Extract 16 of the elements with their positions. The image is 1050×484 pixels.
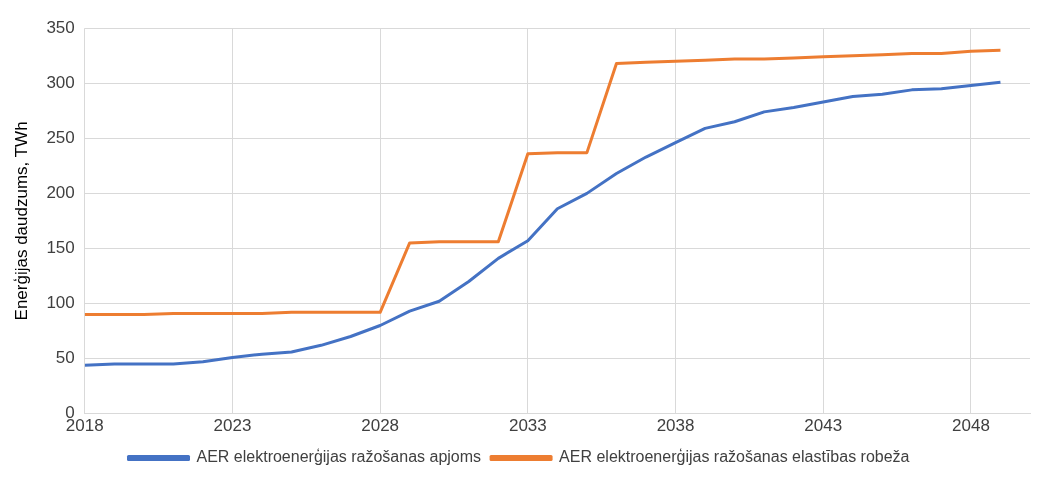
y-tick-label: 250: [46, 128, 75, 147]
legend-label: AER elektroenerģijas ražošanas elastības robeža: [559, 448, 910, 466]
y-tick-label: 350: [46, 17, 75, 37]
y-tick-label: 50: [55, 348, 75, 368]
legend-label: AER elektroenerģijas ražošanas apjoms: [196, 448, 482, 466]
y-axis-title: Enerģijas daudzums, TWh: [11, 121, 31, 321]
y-tick-label: 200: [46, 183, 75, 203]
x-tick-label: 2033: [508, 416, 547, 436]
y-tick-label: 300: [46, 72, 75, 92]
x-tick-label: 2028: [361, 416, 400, 436]
x-tick-label: 2038: [656, 416, 695, 436]
x-tick-label: 2023: [213, 416, 252, 436]
y-tick-label: 100: [46, 293, 75, 313]
y-tick-label: 150: [46, 238, 75, 258]
x-tick-label: 2043: [804, 416, 843, 436]
x-tick-label: 2048: [952, 416, 990, 436]
